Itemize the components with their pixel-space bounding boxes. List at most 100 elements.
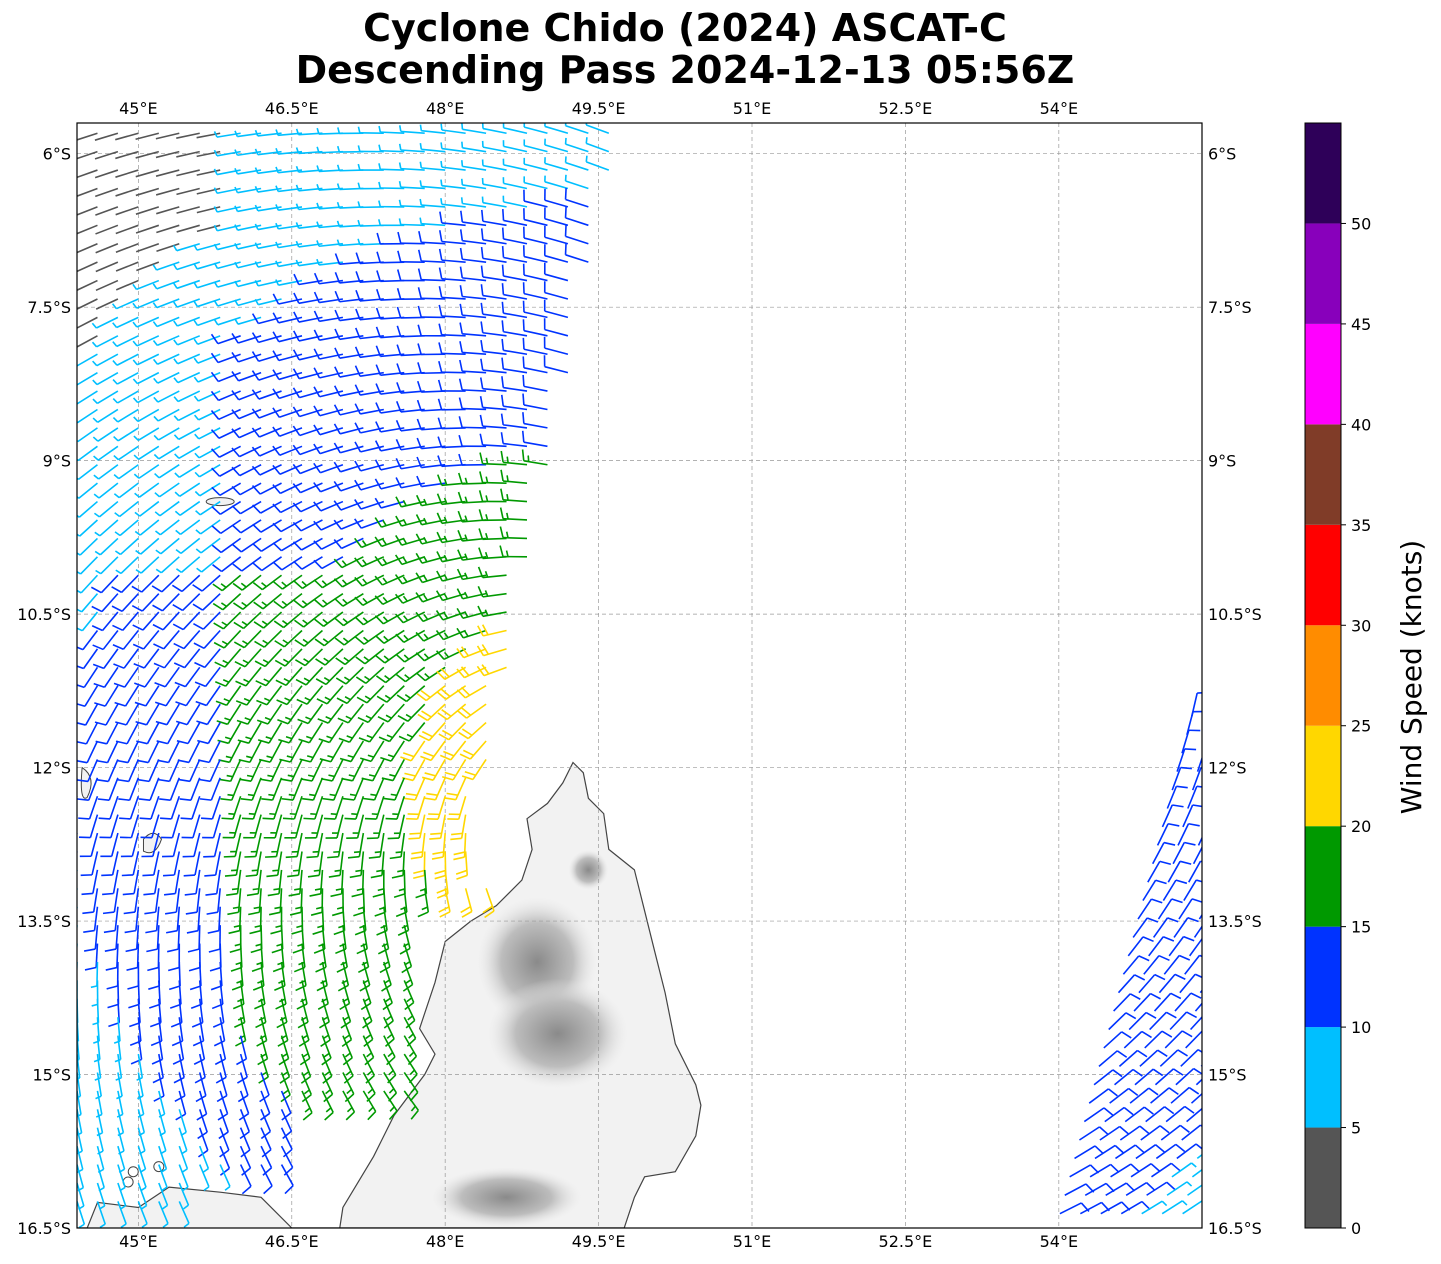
wind-barb bbox=[272, 556, 303, 571]
wind-barb bbox=[77, 667, 78, 669]
wind-barb bbox=[401, 759, 426, 782]
wind-barb bbox=[124, 906, 140, 934]
wind-barb bbox=[213, 611, 242, 630]
wind-barb bbox=[398, 199, 425, 208]
axis-ticks: 45°E 45°E 46.5°E 46.5°E 48°E 48°E 49.5°E 49.5°E… bbox=[17, 99, 1262, 1251]
wind-barb bbox=[378, 163, 405, 171]
wind-barb bbox=[375, 666, 405, 684]
wind-barb bbox=[254, 629, 283, 648]
wind-barb bbox=[234, 261, 262, 269]
wind-barb bbox=[198, 1164, 210, 1192]
wind-barb bbox=[1151, 1162, 1181, 1178]
wind-barb bbox=[152, 316, 180, 328]
wind-barb bbox=[400, 740, 426, 762]
wind-barb bbox=[336, 685, 364, 705]
wind-barb bbox=[435, 610, 466, 621]
wind-barb bbox=[175, 556, 201, 574]
wind-barb bbox=[132, 390, 160, 404]
wind-barb bbox=[94, 169, 119, 179]
wind-barb bbox=[239, 759, 262, 782]
colorbar-bin bbox=[1305, 524, 1341, 626]
wind-barb bbox=[158, 1201, 169, 1228]
wind-barb bbox=[92, 371, 119, 386]
wind-barb bbox=[219, 759, 242, 783]
wind-barb bbox=[193, 335, 221, 346]
wind-barb bbox=[267, 869, 283, 897]
wind-barb bbox=[113, 464, 139, 480]
wind-barb bbox=[135, 703, 160, 726]
wind-barb bbox=[1115, 1144, 1145, 1160]
wind-barb bbox=[1186, 1107, 1202, 1123]
wind-barb bbox=[154, 464, 180, 479]
wind-barb bbox=[450, 814, 467, 841]
wind-barb bbox=[297, 703, 324, 725]
wind-barb bbox=[421, 758, 446, 781]
wind-barb bbox=[142, 851, 160, 877]
wind-barb bbox=[122, 869, 140, 896]
wind-barb bbox=[1173, 916, 1199, 938]
wind-barb bbox=[460, 178, 487, 190]
wind-barb bbox=[77, 648, 99, 670]
wind-barb bbox=[1181, 729, 1201, 754]
lat-tick-label-left: 7.5°S bbox=[27, 298, 71, 317]
wind-barb bbox=[213, 242, 241, 251]
wind-barb bbox=[1123, 1030, 1152, 1049]
wind-barb bbox=[523, 189, 548, 208]
wind-barb bbox=[313, 424, 344, 436]
wind-barb bbox=[1150, 1087, 1179, 1104]
wind-barb bbox=[115, 703, 140, 726]
wind-barb bbox=[77, 280, 78, 282]
wind-barb bbox=[1171, 1162, 1197, 1178]
wind-barb bbox=[96, 1201, 106, 1228]
wind-barb bbox=[173, 1053, 185, 1084]
wind-barb bbox=[175, 703, 201, 726]
lat-tick-label-left: 13.5°S bbox=[17, 912, 71, 931]
wind-barb bbox=[132, 298, 160, 309]
wind-barb bbox=[333, 423, 364, 435]
lon-tick-label-top: 52.5°E bbox=[879, 99, 933, 118]
wind-barb bbox=[173, 371, 201, 384]
wind-barb bbox=[415, 592, 446, 603]
wind-barb bbox=[193, 279, 221, 289]
wind-barb bbox=[292, 444, 323, 456]
wind-barb bbox=[253, 593, 283, 610]
wind-barb bbox=[197, 722, 221, 745]
wind-barb bbox=[333, 442, 364, 454]
wind-barb bbox=[205, 869, 221, 896]
wind-barb bbox=[148, 961, 161, 990]
wind-barb bbox=[278, 722, 303, 744]
wind-barb bbox=[192, 593, 221, 611]
wind-barb bbox=[77, 390, 98, 405]
wind-barb bbox=[154, 685, 180, 707]
wind-barb bbox=[127, 961, 140, 990]
wind-barb bbox=[1130, 1163, 1161, 1178]
wind-barb bbox=[354, 611, 385, 626]
colorbar-tick-label: 40 bbox=[1351, 415, 1371, 434]
wind-barb bbox=[378, 200, 405, 208]
wind-barb bbox=[164, 888, 181, 915]
wind-barb bbox=[479, 396, 507, 411]
wind-barb bbox=[152, 611, 180, 631]
wind-barb bbox=[125, 925, 140, 953]
wind-barb bbox=[123, 888, 140, 915]
wind-barb bbox=[354, 629, 385, 645]
wind-barb bbox=[77, 722, 99, 745]
wind-barb bbox=[1135, 1144, 1165, 1160]
wind-barb bbox=[77, 225, 78, 227]
wind-barb bbox=[172, 1035, 185, 1065]
wind-barb bbox=[397, 703, 426, 722]
wind-barb bbox=[105, 943, 119, 971]
wind-barb bbox=[135, 132, 160, 140]
wind-barb bbox=[155, 703, 180, 726]
wind-barb bbox=[1172, 841, 1196, 865]
wind-barb bbox=[193, 390, 221, 402]
wind-barb bbox=[211, 500, 242, 515]
wind-barb bbox=[333, 537, 364, 550]
wind-barb bbox=[395, 629, 426, 643]
wind-barb bbox=[417, 249, 446, 263]
wind-barb bbox=[268, 888, 283, 916]
wind-barb bbox=[155, 150, 180, 159]
islet bbox=[127, 1166, 139, 1178]
wind-barb bbox=[195, 519, 221, 535]
wind-barb bbox=[195, 537, 221, 554]
